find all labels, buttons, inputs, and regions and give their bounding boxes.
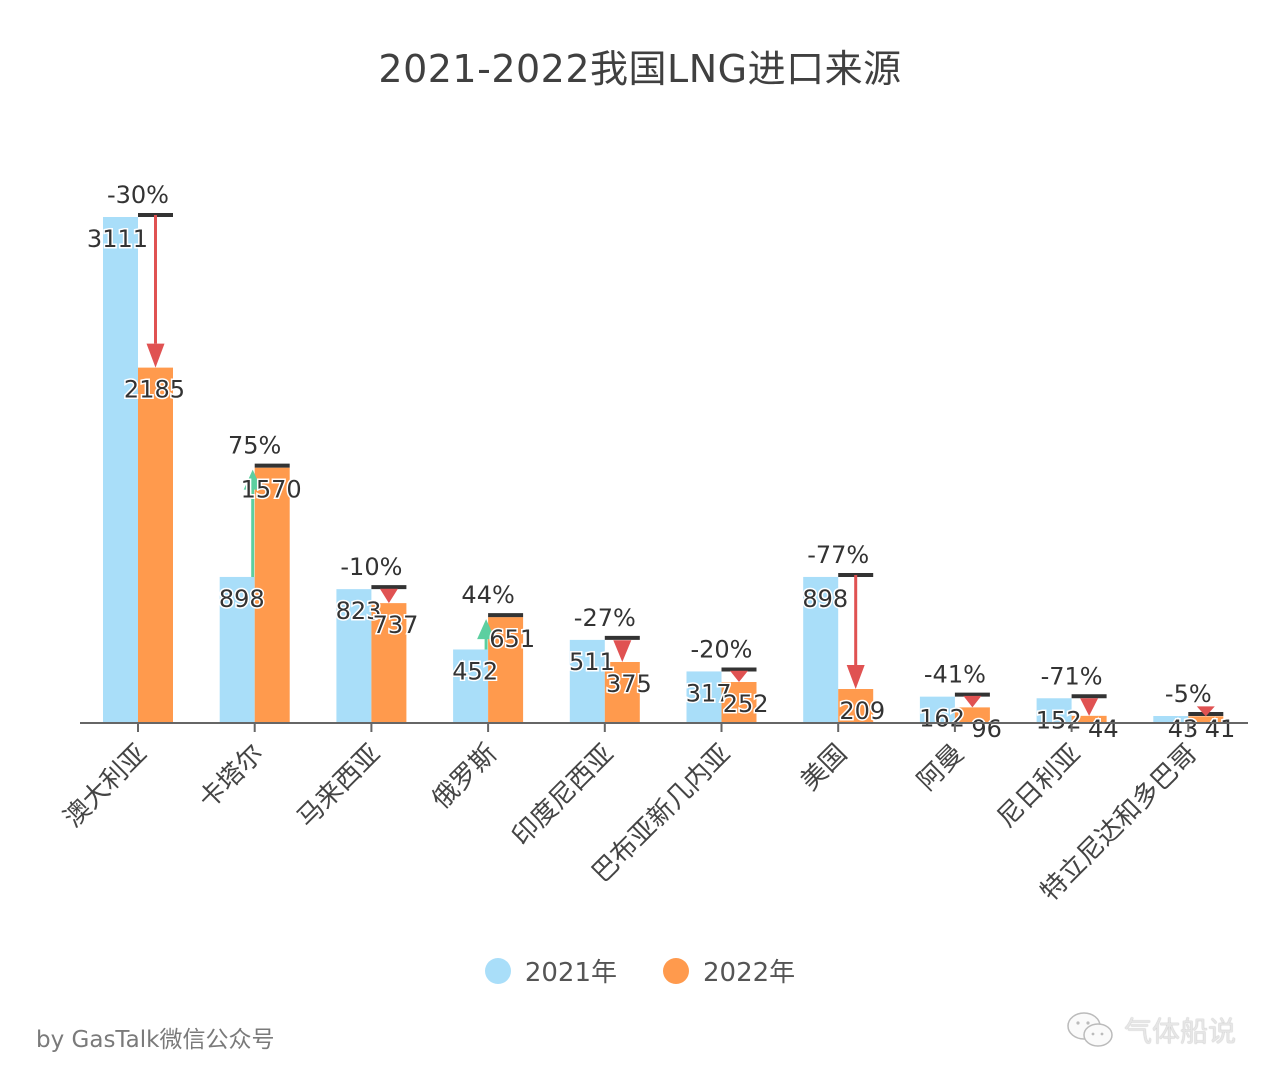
x-axis-label: 马来西亚 bbox=[292, 739, 387, 834]
bar-2022[interactable] bbox=[1071, 715, 1107, 723]
value-label-2022: 41 bbox=[1205, 715, 1236, 743]
value-label-2022: 375 bbox=[606, 670, 652, 698]
decrease-arrow-head bbox=[146, 343, 165, 368]
value-label-2021: 317 bbox=[686, 679, 732, 707]
change-label: -5% bbox=[1165, 680, 1212, 708]
watermark-text: 气体船说 bbox=[1123, 1015, 1236, 1048]
x-axis-label: 澳大利亚 bbox=[58, 739, 153, 834]
footer-credit: by GasTalk微信公众号 bbox=[36, 1027, 275, 1053]
bar-2021[interactable] bbox=[1153, 716, 1189, 723]
bar-2022[interactable] bbox=[838, 689, 874, 723]
value-label-2022: 44 bbox=[1088, 715, 1119, 743]
bar-2021[interactable] bbox=[686, 671, 722, 723]
bar-2022[interactable] bbox=[138, 367, 173, 723]
watermark: 气体船说 bbox=[1064, 1010, 1236, 1050]
decrease-arrow-head bbox=[613, 640, 632, 663]
increase-arrow-head bbox=[243, 469, 262, 490]
bar-2021[interactable] bbox=[919, 696, 955, 723]
value-label-2022: 737 bbox=[373, 611, 419, 639]
bar-2022[interactable] bbox=[1188, 716, 1224, 723]
bar-2021[interactable] bbox=[453, 649, 489, 723]
decrease-arrow-head bbox=[963, 695, 982, 708]
decrease-arrow-head bbox=[1196, 706, 1215, 717]
bar-2022[interactable] bbox=[604, 662, 640, 723]
bar-2022[interactable] bbox=[721, 682, 757, 723]
value-label-2021: 43 bbox=[1168, 715, 1199, 743]
x-axis-label: 尼日利亚 bbox=[992, 739, 1087, 834]
value-label-2022: 252 bbox=[723, 690, 769, 718]
legend-marker-2021 bbox=[484, 957, 511, 984]
value-label-2021: 3111 bbox=[87, 225, 148, 253]
value-label-2022: 651 bbox=[489, 625, 535, 653]
change-label: -71% bbox=[1041, 662, 1103, 690]
value-label-2021: 162 bbox=[919, 705, 965, 733]
value-label-2022: 2185 bbox=[124, 376, 185, 404]
x-axis-label: 美国 bbox=[795, 739, 853, 797]
bar-2021[interactable] bbox=[803, 576, 839, 723]
decrease-arrow-head bbox=[730, 670, 748, 683]
change-label: -10% bbox=[340, 553, 402, 581]
bar-2021[interactable] bbox=[569, 639, 605, 723]
value-label-2021: 152 bbox=[1036, 706, 1082, 734]
value-label-2022: 209 bbox=[839, 697, 885, 725]
change-label: -20% bbox=[690, 635, 752, 663]
x-axis-label: 阿曼 bbox=[912, 739, 970, 797]
value-label-2022: 96 bbox=[971, 715, 1002, 743]
legend-item-2022[interactable]: 2022年 bbox=[663, 952, 795, 989]
legend-label-2021: 2021年 bbox=[524, 958, 617, 988]
bar-2021[interactable] bbox=[103, 217, 138, 723]
x-axis-label: 俄罗斯 bbox=[427, 739, 503, 815]
legend-item-2021[interactable]: 2021年 bbox=[484, 952, 617, 989]
bars-layer bbox=[103, 217, 1224, 723]
decrease-arrow-head bbox=[1080, 698, 1099, 716]
bar-2022[interactable] bbox=[371, 603, 407, 723]
change-label: -77% bbox=[807, 541, 869, 569]
decrease-arrow-head bbox=[846, 665, 865, 690]
change-label: -30% bbox=[107, 181, 169, 209]
decrease-arrow-head bbox=[379, 588, 398, 604]
change-label: 44% bbox=[461, 581, 514, 609]
bar-2021[interactable] bbox=[336, 589, 372, 723]
bar-2021[interactable] bbox=[1036, 698, 1072, 723]
wechat-icon bbox=[1064, 1010, 1118, 1050]
value-label-2021: 823 bbox=[336, 597, 382, 625]
increase-arrow-head bbox=[477, 619, 496, 640]
chart-title: 2021-2022我国LNG进口来源 bbox=[378, 47, 902, 91]
value-label-2021: 898 bbox=[219, 585, 265, 613]
x-axis-label: 卡塔尔 bbox=[193, 739, 269, 815]
legend-label-2022: 2022年 bbox=[703, 958, 796, 988]
x-axis-label: 印度尼西亚 bbox=[507, 739, 620, 852]
bar-2022[interactable] bbox=[954, 707, 990, 723]
legend: 2021年 2022年 bbox=[0, 952, 1280, 989]
change-label: 75% bbox=[228, 432, 281, 460]
value-label-2021: 452 bbox=[452, 657, 498, 685]
value-label-2021: 898 bbox=[802, 585, 848, 613]
value-label-2021: 511 bbox=[569, 648, 615, 676]
change-label: -41% bbox=[924, 661, 986, 689]
change-label: -27% bbox=[574, 604, 636, 632]
bar-2022[interactable] bbox=[488, 617, 524, 723]
bar-2022[interactable] bbox=[254, 467, 290, 723]
change-arrows-layer bbox=[138, 213, 1224, 717]
bar-2021[interactable] bbox=[219, 576, 255, 723]
value-label-2022: 1570 bbox=[241, 476, 302, 504]
legend-marker-2022 bbox=[663, 957, 689, 984]
